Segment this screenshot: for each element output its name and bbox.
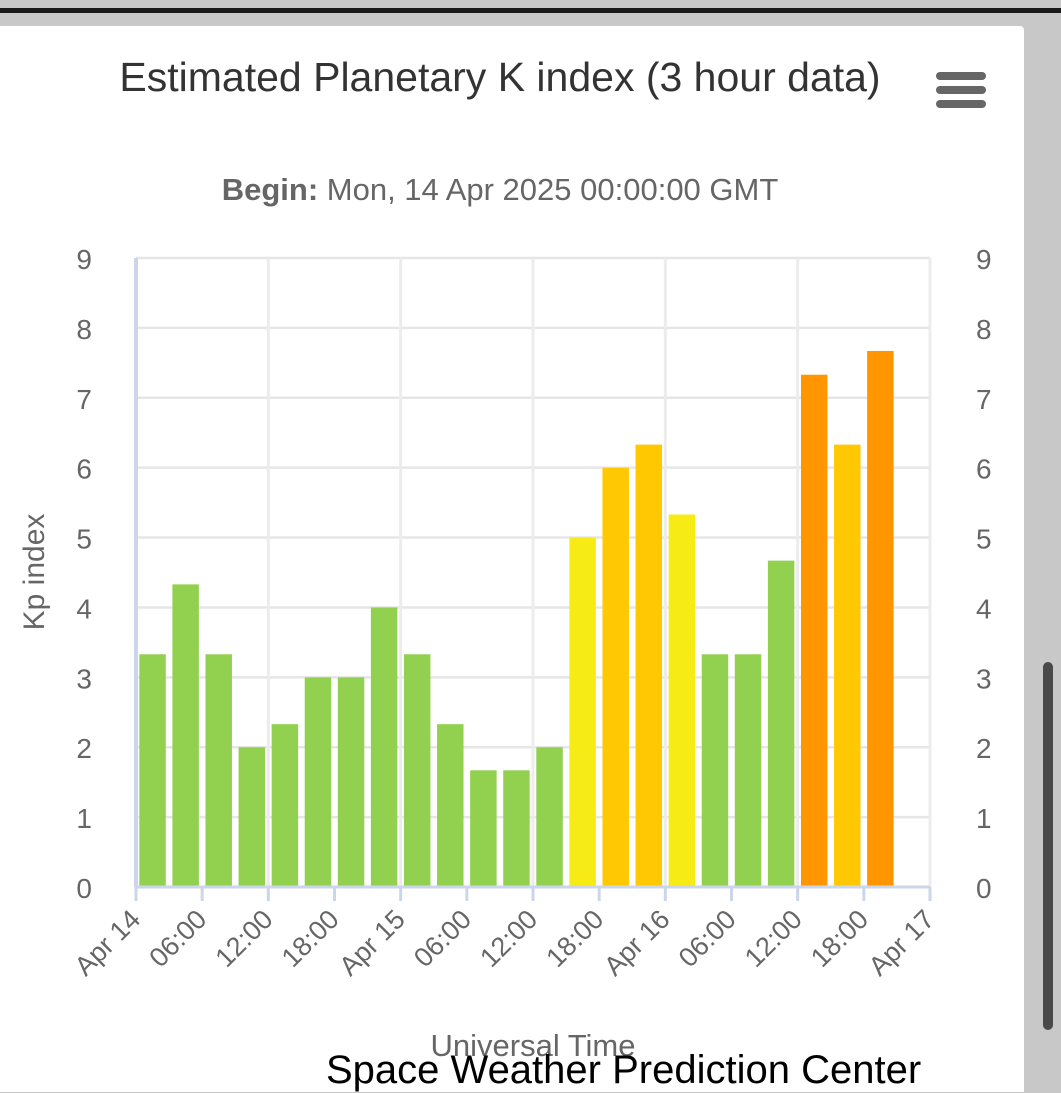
subtitle-value: Mon, 14 Apr 2025 00:00:00 GMT: [326, 172, 779, 207]
x-tick-label: 06:00: [673, 904, 742, 973]
y-tick-label-right: 9: [976, 244, 992, 275]
kp-bar: [503, 770, 530, 887]
y-tick-label-left: 0: [76, 873, 92, 904]
y-tick-label-left: 3: [76, 663, 92, 694]
y-tick-label-left: 4: [76, 593, 92, 624]
y-tick-label-left: 5: [76, 524, 92, 555]
y-tick-label-right: 3: [976, 663, 992, 694]
kp-bar: [867, 350, 894, 887]
chart-subtitle: Begin: Mon, 14 Apr 2025 00:00:00 GMT: [100, 172, 900, 208]
y-tick-label-right: 1: [976, 803, 992, 834]
kp-bar: [569, 537, 596, 887]
top-border-line: [0, 8, 1061, 13]
x-tick-label: Apr 14: [69, 904, 146, 981]
kp-bar: [370, 607, 398, 887]
x-axis-title: Universal Time: [431, 1028, 636, 1063]
y-tick-label-right: 4: [976, 593, 992, 624]
credit-text: Space Weather Prediction Center: [326, 1048, 922, 1092]
y-tick-label-left: 9: [76, 244, 92, 275]
kp-bar: [139, 654, 166, 887]
kp-bar: [304, 677, 332, 887]
scrollbar-thumb[interactable]: [1043, 662, 1053, 1030]
y-tick-label-left: 1: [76, 803, 92, 834]
chart-title: Estimated Planetary K index (3 hour data…: [119, 54, 881, 100]
hamburger-menu-icon[interactable]: [934, 70, 990, 112]
kp-bar: [635, 444, 663, 887]
kp-bar: [834, 444, 861, 887]
y-tick-label-right: 5: [976, 524, 992, 555]
kp-bar: [470, 770, 497, 887]
x-tick-label: Apr 15: [333, 904, 410, 981]
y-tick-label-right: 6: [976, 454, 992, 485]
x-tick-label: 06:00: [143, 904, 212, 973]
subtitle-label: Begin:: [221, 172, 319, 207]
x-tick-label: 12:00: [210, 904, 279, 973]
kp-bar: [172, 584, 199, 887]
kp-bar: [437, 724, 464, 887]
y-tick-label-left: 8: [76, 314, 92, 345]
kp-bar: [767, 560, 795, 887]
x-tick-label: 12:00: [474, 904, 543, 973]
kp-bar: [668, 514, 696, 887]
y-axis-title: Kp index: [18, 514, 51, 631]
kp-bar: [734, 654, 762, 887]
kp-bar: [337, 677, 365, 887]
y-tick-label-right: 2: [976, 733, 992, 764]
x-tick-label: 06:00: [408, 904, 477, 973]
y-tick-label-right: 8: [976, 314, 992, 345]
y-tick-label-left: 7: [76, 384, 92, 415]
y-tick-label-right: 7: [976, 384, 992, 415]
x-tick-label: 18:00: [276, 904, 345, 973]
y-tick-label-left: 2: [76, 733, 92, 764]
x-tick-label: 12:00: [739, 904, 808, 973]
kp-bar: [800, 374, 828, 887]
kp-bar: [701, 654, 729, 887]
kp-bar: [238, 747, 266, 887]
kp-bar: [271, 724, 299, 887]
y-tick-label-left: 6: [76, 454, 92, 485]
x-tick-label: 18:00: [805, 904, 874, 973]
kp-bar: [536, 747, 563, 887]
x-tick-label: 18:00: [540, 904, 609, 973]
kp-bar: [403, 654, 431, 887]
x-tick-label: Apr 16: [598, 904, 675, 981]
kp-bar: [602, 467, 629, 887]
x-tick-label: Apr 17: [863, 904, 940, 981]
kp-bar: [205, 654, 232, 887]
y-tick-label-right: 0: [976, 873, 992, 904]
